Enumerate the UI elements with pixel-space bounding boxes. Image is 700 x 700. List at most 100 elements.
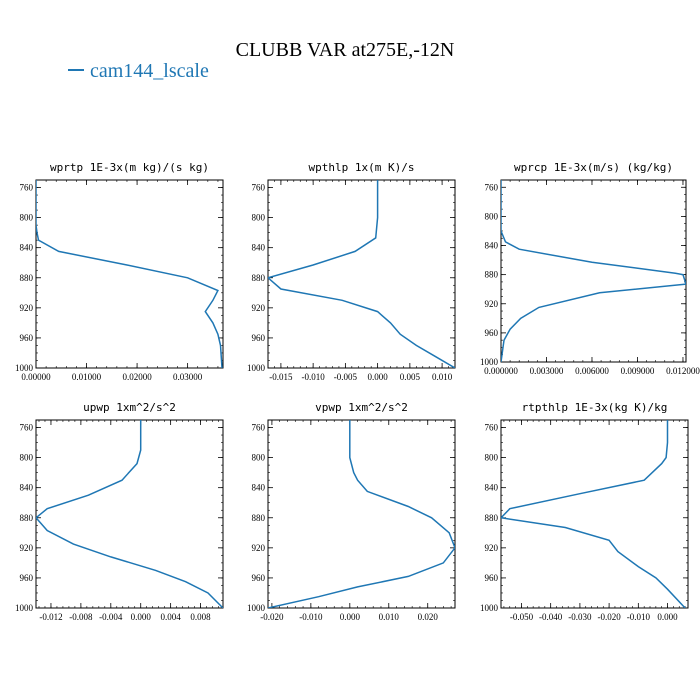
x-tick-label: -0.020: [260, 612, 284, 622]
panels: wprtp 1E-3x(m kg)/(s kg) 760 800 840 880 920 9…: [15, 161, 700, 622]
x-tick-label: -0.030: [568, 612, 592, 622]
y-tick-label: 960: [485, 573, 499, 583]
y-tick-label: 1000: [480, 603, 499, 613]
x-tick-label: 0.000: [367, 372, 388, 382]
x-tick-label: 0.00000: [21, 372, 51, 382]
y-tick-label: 840: [20, 243, 34, 253]
y-tick-label: 760: [20, 183, 34, 193]
x-tick-label: 0.010: [432, 372, 453, 382]
y-tick-label: 800: [20, 453, 34, 463]
y-tick-label: 1000: [480, 357, 499, 367]
plot-frame: [35, 419, 224, 609]
plot-frame: [267, 419, 456, 609]
y-tick-label: 920: [20, 303, 34, 313]
series-line: [36, 180, 223, 368]
x-tick-label: 0.02000: [122, 372, 152, 382]
y-tick-label: 920: [252, 543, 266, 553]
y-tick-label: 920: [485, 543, 499, 553]
y-tick-label: 960: [252, 333, 266, 343]
y-tick-label: 960: [252, 573, 266, 583]
plot-frame: [35, 179, 224, 369]
series-line: [501, 180, 686, 362]
y-tick-label: 1000: [15, 363, 34, 373]
y-tick-label: 800: [252, 453, 266, 463]
x-tick-label: 0.003000: [530, 366, 564, 376]
y-tick-label: 800: [485, 453, 499, 463]
y-tick-label: 880: [485, 513, 499, 523]
x-tick-label: -0.005: [334, 372, 358, 382]
x-tick-label: -0.050: [510, 612, 534, 622]
plot-frame: [500, 179, 687, 363]
x-tick-label: 0.008: [190, 612, 211, 622]
x-tick-label: -0.010: [627, 612, 651, 622]
y-tick-label: 800: [485, 211, 499, 221]
y-tick-label: 760: [485, 182, 499, 192]
y-tick-label: 840: [252, 243, 266, 253]
x-tick-label: 0.010: [379, 612, 400, 622]
x-tick-label: 0.005: [400, 372, 421, 382]
y-tick-label: 880: [252, 273, 266, 283]
series-line: [501, 420, 686, 608]
series-line: [268, 420, 455, 608]
y-tick-label: 760: [252, 183, 266, 193]
y-tick-label: 880: [20, 273, 34, 283]
y-tick-label: 920: [20, 543, 34, 553]
series-line: [36, 420, 223, 608]
x-tick-label: 0.000: [340, 612, 361, 622]
y-tick-label: 880: [20, 513, 34, 523]
x-tick-label: -0.020: [597, 612, 621, 622]
y-tick-label: 1000: [15, 603, 34, 613]
legend-label: cam144_lscale: [90, 60, 209, 82]
x-tick-label: 0.006000: [575, 366, 609, 376]
panel-title: rtpthlp 1E-3x(kg K)/kg: [522, 401, 668, 414]
x-tick-label: -0.008: [69, 612, 93, 622]
plot-frame: [500, 419, 689, 609]
panel-6: rtpthlp 1E-3x(kg K)/kg 760 800 840 880 920 960…: [480, 401, 689, 622]
panel-title: upwp 1xm^2/s^2: [83, 401, 176, 414]
panel-5: vpwp 1xm^2/s^27608008408809209601000-0.0…: [247, 401, 456, 622]
y-tick-label: 760: [20, 423, 34, 433]
y-tick-label: 920: [485, 299, 499, 309]
y-tick-label: 840: [485, 483, 499, 493]
y-tick-label: 1000: [247, 603, 266, 613]
y-tick-label: 880: [252, 513, 266, 523]
y-tick-label: 800: [20, 213, 34, 223]
x-tick-label: -0.004: [99, 612, 123, 622]
x-tick-label: 0.01000: [72, 372, 102, 382]
y-tick-label: 1000: [247, 363, 266, 373]
x-tick-label: 0.000000: [484, 366, 518, 376]
x-tick-label: -0.012: [39, 612, 62, 622]
y-tick-label: 880: [485, 270, 499, 280]
x-tick-label: 0.000: [131, 612, 152, 622]
y-tick-label: 760: [485, 423, 499, 433]
panel-4: upwp 1xm^2/s^2 760 800 840 880 920 960 1000 -0.0…: [15, 401, 224, 622]
y-tick-label: 800: [252, 213, 266, 223]
panel-3: wprcp 1E-3x(m/s) (kg/kg) 760 800 840 880 920 9…: [480, 161, 700, 376]
panel-title: wpthlp 1x(m K)/s: [309, 161, 415, 174]
y-tick-label: 840: [485, 241, 499, 251]
series-line: [268, 180, 455, 368]
y-tick-label: 960: [20, 333, 34, 343]
panel-title: wprcp 1E-3x(m/s) (kg/kg): [514, 161, 673, 174]
x-tick-label: 0.03000: [173, 372, 203, 382]
x-tick-label: 0.020: [418, 612, 439, 622]
figure-title: CLUBB VAR at275E,-12N: [236, 39, 455, 61]
panel-title: wprtp 1E-3x(m kg)/(s kg): [50, 161, 209, 174]
y-tick-label: 760: [252, 423, 266, 433]
y-tick-label: 920: [252, 303, 266, 313]
y-tick-label: 840: [252, 483, 266, 493]
panel-2: wpthlp 1x(m K)/s 760 800 840 880 920 960 1000 -0…: [247, 161, 456, 382]
panel-title: vpwp 1xm^2/s^2: [315, 401, 408, 414]
x-tick-label: -0.010: [299, 612, 323, 622]
x-tick-label: 0.004: [161, 612, 182, 622]
legend: cam144_lscale: [68, 60, 209, 82]
x-tick-label: 0.012000: [666, 366, 700, 376]
x-tick-label: -0.040: [539, 612, 563, 622]
x-tick-label: 0.009000: [621, 366, 655, 376]
x-tick-label: 0.000: [657, 612, 678, 622]
plot-frame: [267, 179, 456, 369]
y-tick-label: 960: [20, 573, 34, 583]
x-tick-label: -0.010: [302, 372, 326, 382]
y-tick-label: 960: [485, 328, 499, 338]
